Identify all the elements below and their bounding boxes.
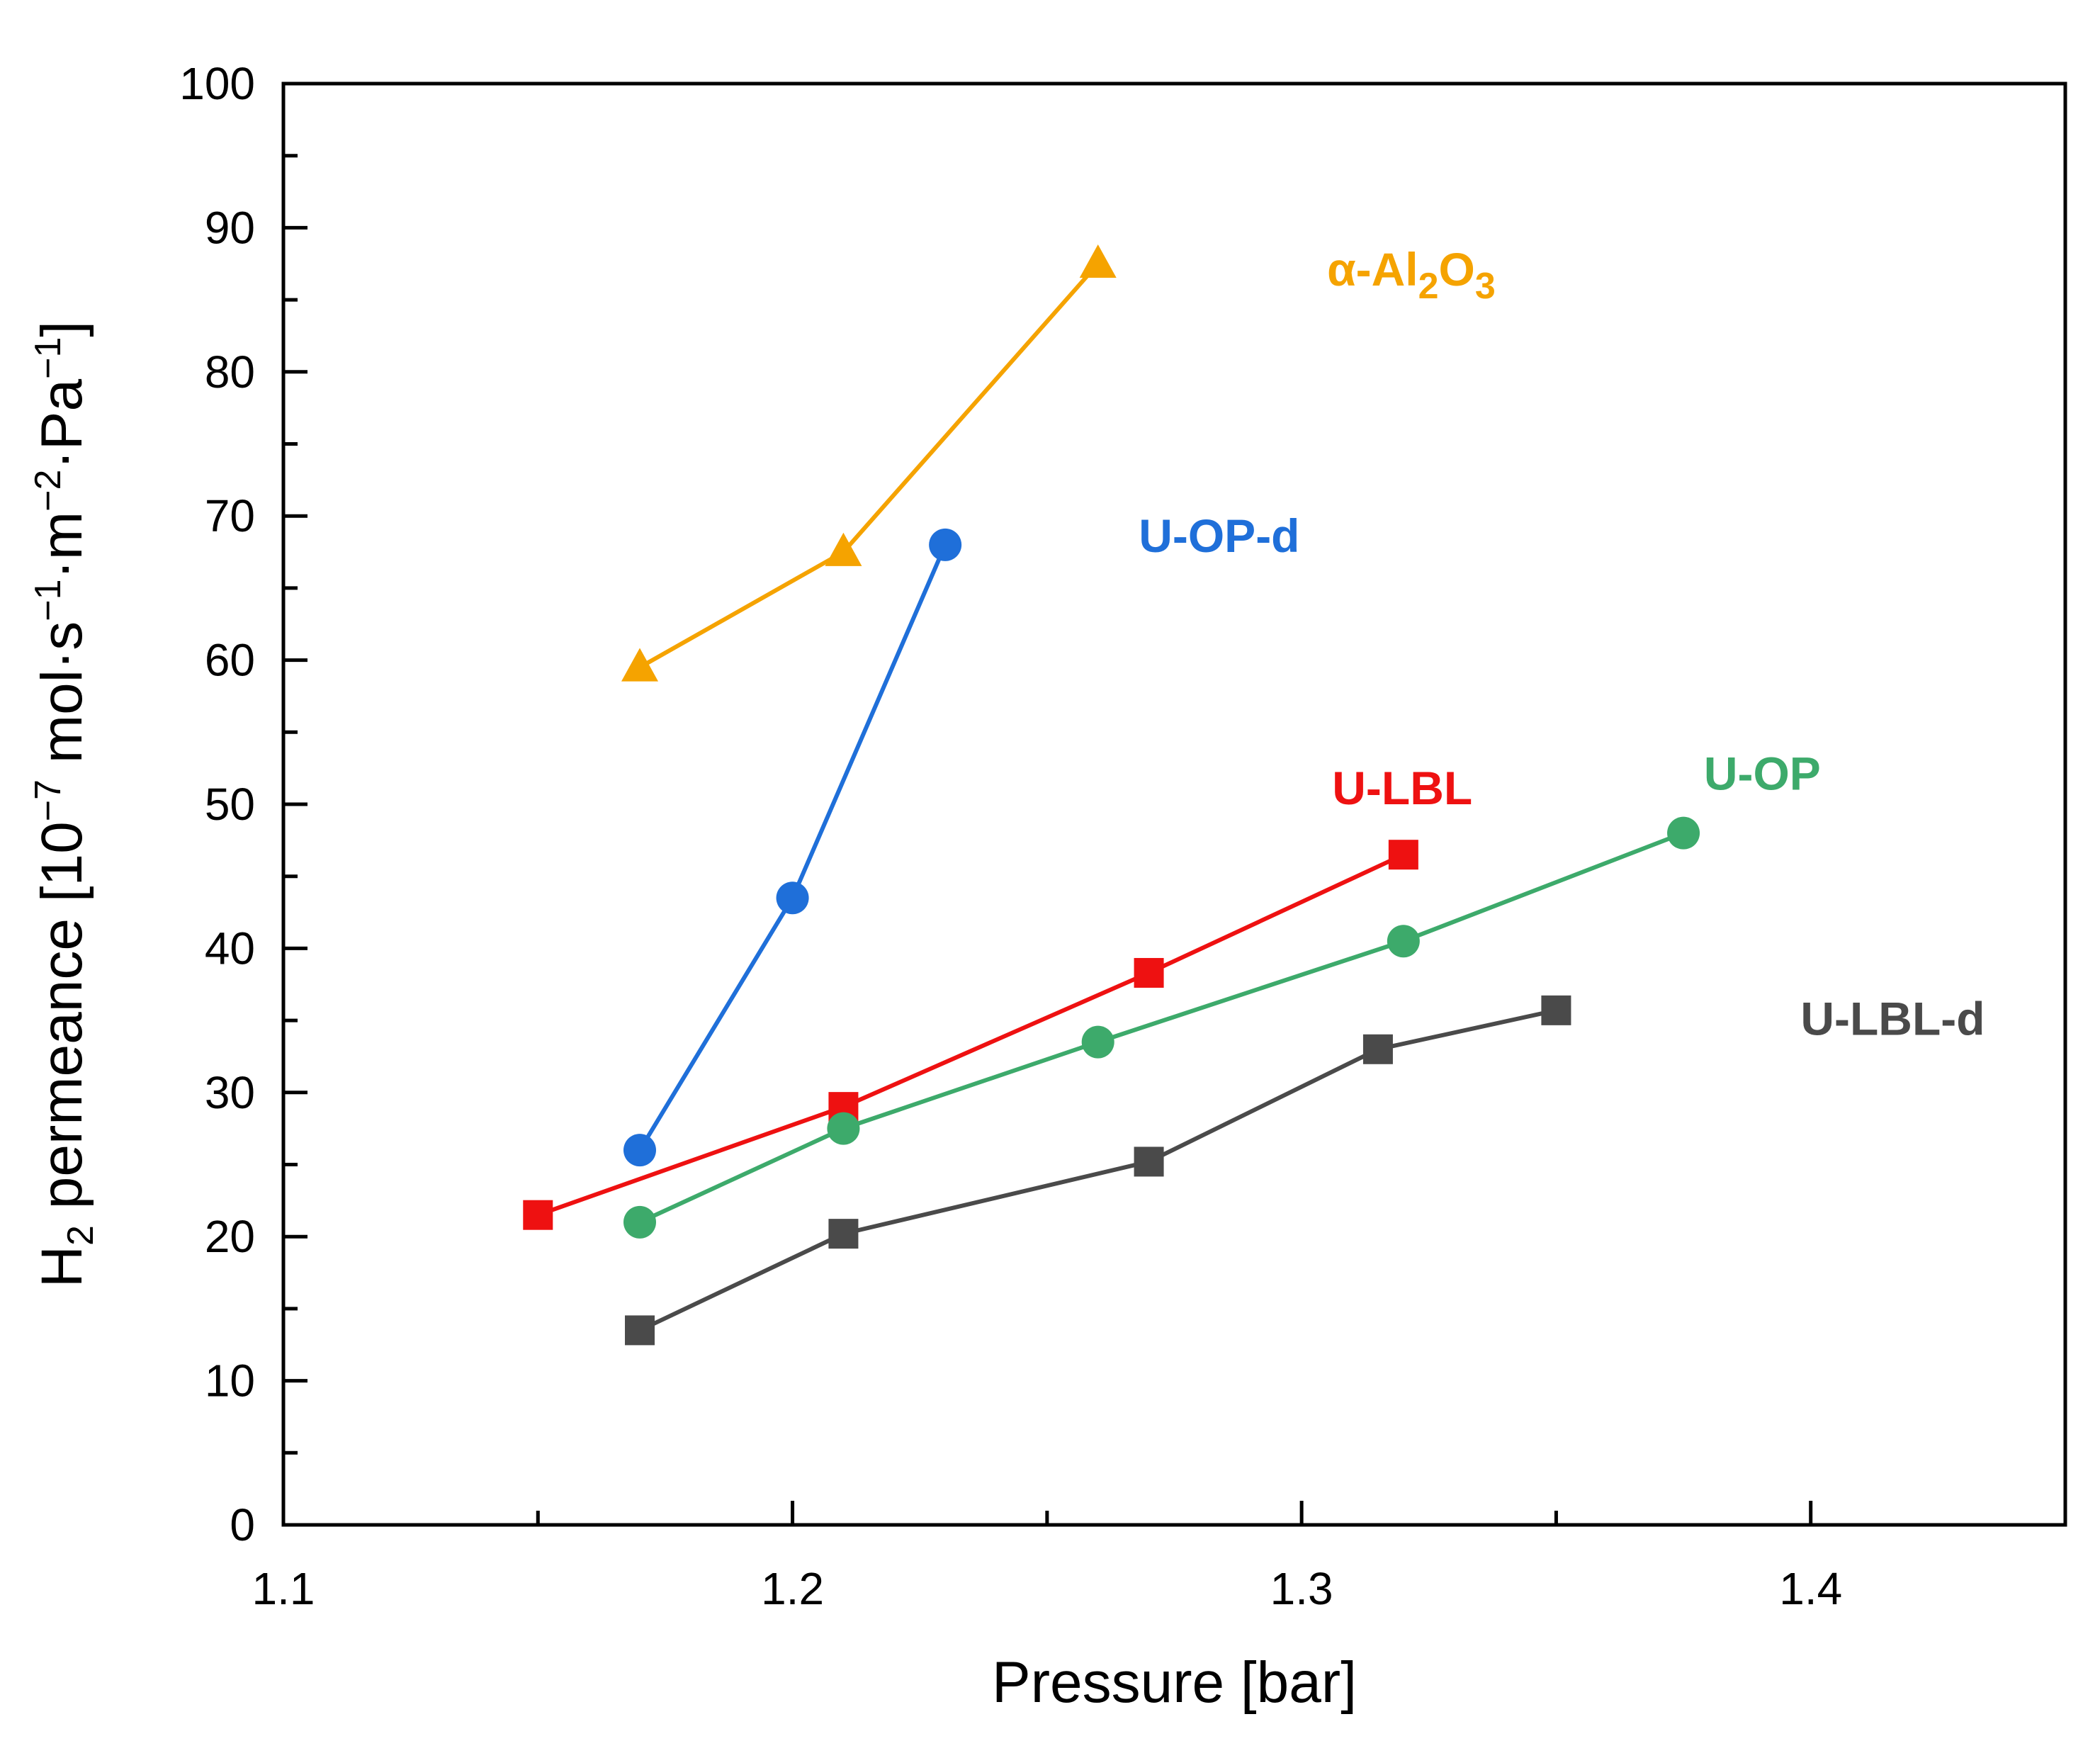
series-line — [537, 852, 1405, 1217]
y-title-exponent-2: −1 — [28, 579, 69, 621]
series-U-OP — [623, 816, 1700, 1239]
data-point — [1079, 244, 1117, 278]
series-label-part: 2 — [1418, 266, 1439, 307]
y-tick-label: 70 — [205, 490, 255, 541]
data-point — [623, 1205, 656, 1239]
series-label: U-LBL-d — [1800, 992, 1985, 1044]
x-tick-label: 1.1 — [252, 1563, 315, 1614]
data-point — [621, 648, 658, 682]
data-point — [828, 1219, 859, 1249]
y-axis-title: H2 permeance [10−7 mol·s−1·m−2·Pa−1] — [28, 321, 101, 1287]
y-tick-label: 50 — [205, 779, 255, 830]
data-point — [827, 1112, 860, 1145]
data-point — [1387, 925, 1420, 958]
series-label-layer: α-Al2O3 U-OP-d U-LBL U-OP U-LBL-d — [1139, 243, 1985, 1045]
y-tick-label: 20 — [205, 1211, 255, 1262]
data-point — [1667, 816, 1700, 850]
y-title-close: ] — [30, 321, 94, 337]
y-title-quantity: permeance [10 — [30, 821, 94, 1225]
series-U-OP-d — [623, 528, 962, 1167]
y-tick-label: 60 — [205, 635, 255, 686]
series-label: α-Al2O3 — [1327, 243, 1496, 307]
y-tick-label: 10 — [205, 1356, 255, 1407]
y-tick-label: 100 — [179, 58, 255, 109]
data-point — [1134, 957, 1164, 988]
series-label: U-OP — [1704, 748, 1821, 800]
y-tick-label: 0 — [230, 1499, 255, 1550]
y-tick-label: 30 — [205, 1067, 255, 1118]
x-tick-label: 1.2 — [761, 1563, 824, 1614]
data-point — [825, 532, 862, 566]
y-tick-label: 40 — [205, 923, 255, 974]
data-point — [929, 528, 962, 561]
data-point — [523, 1200, 553, 1230]
y-title-exponent-4: −1 — [28, 337, 69, 379]
data-point — [1541, 995, 1571, 1025]
series-label: U-LBL — [1332, 762, 1472, 814]
data-point — [1081, 1025, 1114, 1059]
data-point — [1134, 1146, 1164, 1177]
y-tick-label: 90 — [205, 202, 255, 253]
data-point — [1362, 1034, 1393, 1064]
tick-layer: 1.1 1.2 1.3 1.4 0 10 20 30 40 50 60 70 80 90 100 — [179, 58, 1842, 1614]
y-title-unit-m: ·m — [30, 512, 94, 580]
y-title-unit-mol-s: mol·s — [30, 621, 94, 779]
data-point — [623, 1134, 656, 1167]
series-U-LBL-d — [625, 995, 1571, 1346]
series-label-part: 3 — [1475, 266, 1496, 307]
y-title-exponent-1: −7 — [28, 779, 69, 821]
series-label: U-OP-d — [1139, 509, 1299, 562]
series-α-Al2O3 — [621, 244, 1117, 682]
y-title-species: H — [30, 1246, 94, 1287]
data-point — [776, 881, 809, 915]
data-point — [625, 1315, 655, 1346]
series-layer — [523, 244, 1700, 1346]
y-title-exponent-3: −2 — [28, 470, 69, 512]
y-tick-label: 80 — [205, 346, 255, 398]
y-title-species-subscript: 2 — [60, 1225, 101, 1246]
data-point — [1388, 840, 1418, 870]
x-axis-title: Pressure [bar] — [992, 1650, 1357, 1715]
y-title-unit-pa: ·Pa — [30, 379, 94, 470]
x-tick-label: 1.3 — [1270, 1563, 1333, 1614]
series-U-LBL — [523, 840, 1418, 1230]
series-label-part: α-Al — [1327, 243, 1418, 295]
x-tick-label: 1.4 — [1779, 1563, 1842, 1614]
series-label-part: O — [1439, 243, 1475, 295]
